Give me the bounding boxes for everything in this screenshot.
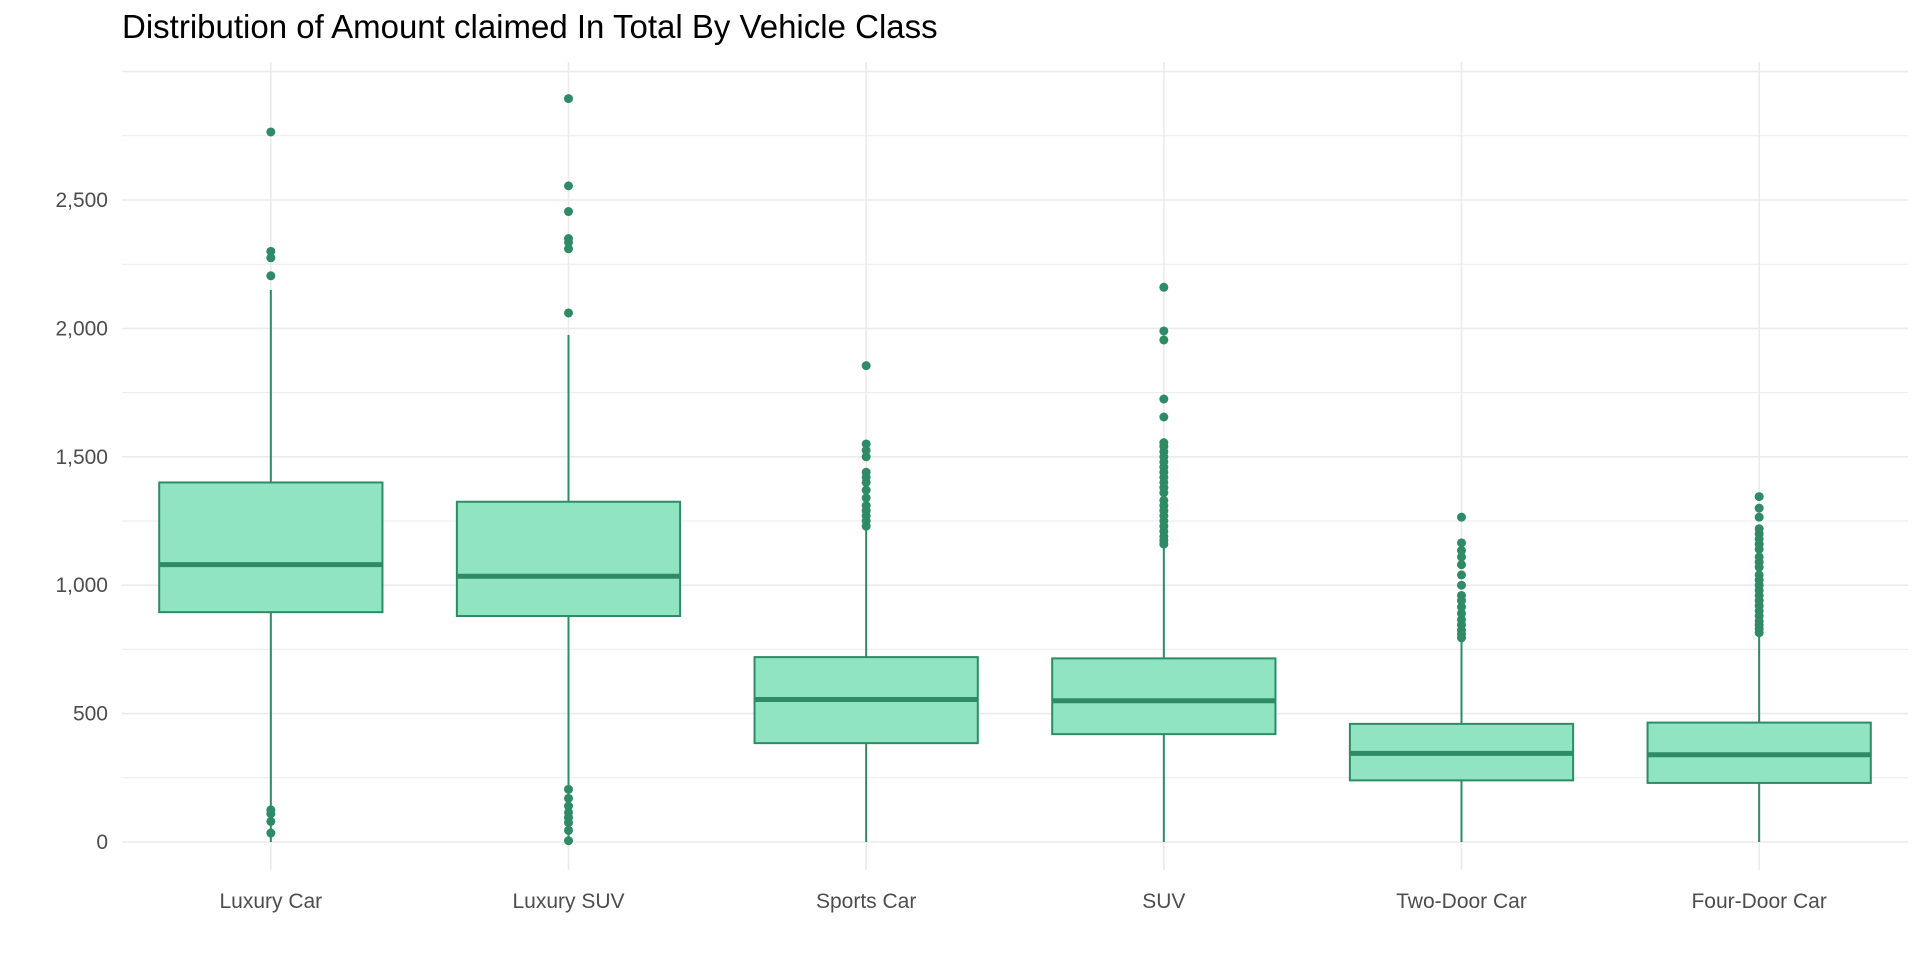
outlier-point — [564, 836, 573, 846]
outlier-point — [861, 467, 871, 477]
outlier-point — [1159, 282, 1169, 292]
outlier-point — [1754, 552, 1764, 562]
outlier-point — [266, 816, 276, 826]
outlier-point — [1754, 492, 1764, 502]
box-group — [1646, 492, 1872, 842]
outlier-point — [1159, 438, 1169, 448]
outlier-point — [1457, 560, 1466, 570]
y-tick-label: 2,000 — [55, 317, 108, 340]
outlier-point — [861, 361, 871, 371]
box-layer — [158, 94, 1872, 846]
y-tick-label: 1,500 — [55, 446, 108, 469]
outlier-point — [861, 452, 871, 462]
outlier-point — [564, 181, 573, 191]
outlier-point — [266, 805, 276, 815]
outlier-point — [1457, 608, 1466, 618]
outlier-point — [1457, 580, 1466, 590]
outlier-point — [266, 828, 276, 838]
outlier-point — [861, 485, 871, 495]
box-group — [1051, 282, 1277, 842]
iqr-box — [455, 500, 682, 618]
y-tick-label: 500 — [73, 703, 108, 726]
y-axis-tick-labels: 0 500 1,000 1,500 2,000 2,500 — [55, 189, 108, 854]
outlier-point — [861, 501, 871, 511]
outlier-point — [1159, 394, 1169, 404]
outlier-point — [564, 801, 573, 811]
y-tick-label: 1,000 — [55, 574, 108, 597]
box-group — [753, 361, 979, 842]
x-tick-label: Two-Door Car — [1396, 890, 1527, 913]
y-tick-label: 0 — [96, 831, 108, 854]
outlier-point — [1754, 503, 1764, 513]
outlier-point — [1159, 326, 1169, 336]
x-tick-label: SUV — [1142, 890, 1185, 913]
outlier-point — [1754, 512, 1764, 522]
outlier-point — [564, 825, 573, 835]
outlier-point — [1754, 570, 1764, 580]
outlier-point — [564, 793, 573, 803]
outlier-point — [564, 207, 573, 217]
outlier-point — [861, 445, 871, 455]
outlier-point — [1457, 546, 1466, 556]
outlier-point — [266, 271, 276, 281]
outlier-point — [1457, 512, 1466, 522]
outlier-point — [266, 246, 276, 256]
x-tick-label: Luxury Car — [219, 890, 322, 913]
outlier-point — [1457, 552, 1466, 562]
iqr-box — [158, 481, 384, 614]
outlier-point — [861, 493, 871, 503]
x-tick-label: Four-Door Car — [1691, 890, 1826, 913]
outlier-point — [564, 94, 573, 104]
outlier-point — [1754, 524, 1764, 534]
box-group — [158, 127, 384, 842]
box-group — [1348, 512, 1575, 842]
outlier-point — [1457, 615, 1466, 625]
outlier-point — [1457, 602, 1466, 612]
outlier-point — [861, 439, 871, 449]
outlier-point — [564, 244, 573, 254]
y-tick-label: 2,500 — [55, 189, 108, 212]
outlier-point — [266, 253, 276, 263]
outlier-point — [1457, 538, 1466, 548]
x-tick-label: Sports Car — [816, 890, 916, 913]
box-group — [455, 94, 682, 846]
outlier-point — [1457, 590, 1466, 600]
outlier-point — [1159, 412, 1169, 422]
outlier-point — [1159, 335, 1169, 345]
chart-title: Distribution of Amount claimed In Total … — [122, 8, 938, 45]
grid-layer — [122, 62, 1908, 870]
outlier-point — [564, 234, 573, 244]
outlier-point — [266, 127, 276, 137]
outlier-point — [1457, 570, 1466, 580]
outlier-point — [564, 784, 573, 794]
outlier-point — [564, 308, 573, 318]
x-axis-tick-labels: Luxury Car Luxury SUV Sports Car SUV Two-Doo… — [219, 890, 1826, 913]
outlier-point — [564, 807, 573, 817]
outlier-point — [1159, 495, 1169, 505]
x-tick-label: Luxury SUV — [512, 890, 624, 913]
iqr-box — [1051, 657, 1277, 736]
